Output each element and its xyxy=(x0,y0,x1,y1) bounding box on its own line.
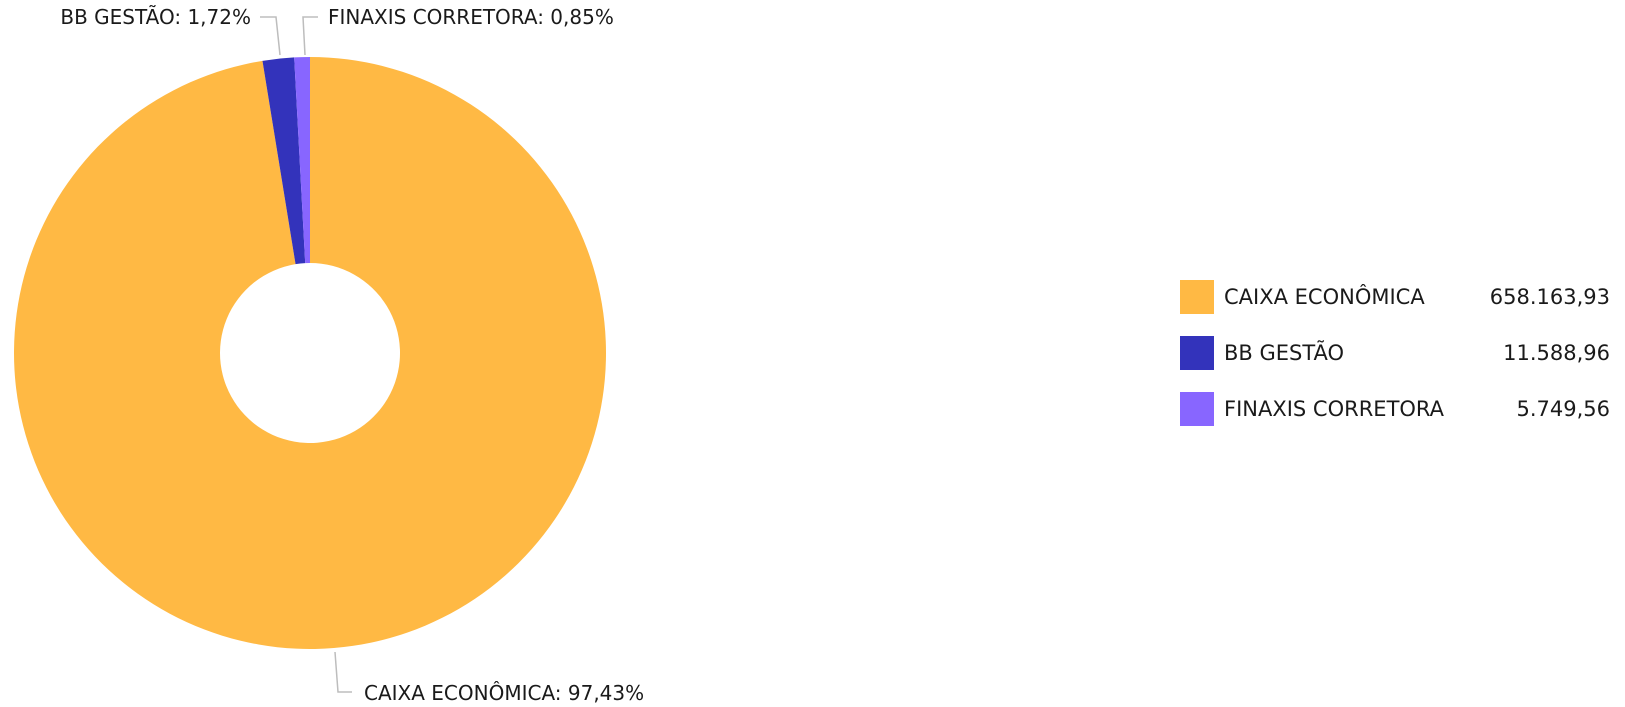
legend-swatch-caixa xyxy=(1180,280,1214,314)
callout-leaders xyxy=(260,16,352,693)
slice-label-bb: BB GESTÃO: 1,72% xyxy=(60,5,251,29)
legend-label: FINAXIS CORRETORA xyxy=(1224,397,1445,421)
callout-labels: CAIXA ECONÔMICA: 97,43% BB GESTÃO: 1,72%… xyxy=(60,5,644,705)
leader-line-caixa xyxy=(334,651,352,693)
slice-label-finaxis: FINAXIS CORRETORA: 0,85% xyxy=(328,5,614,29)
donut-slices xyxy=(13,57,606,649)
legend: CAIXA ECONÔMICA 658.163,93 BB GESTÃO 11.… xyxy=(1180,280,1610,448)
legend-value: 5.749,56 xyxy=(1516,397,1610,421)
legend-swatch-finaxis xyxy=(1180,392,1214,426)
slice-label-caixa: CAIXA ECONÔMICA: 97,43% xyxy=(364,681,644,705)
legend-value: 658.163,93 xyxy=(1489,285,1610,309)
leader-line-bb xyxy=(260,16,281,56)
slice-bb[interactable] xyxy=(262,57,306,265)
leader-line-finaxis xyxy=(302,16,318,56)
legend-item-finaxis[interactable]: FINAXIS CORRETORA 5.749,56 xyxy=(1180,392,1610,426)
legend-item-caixa[interactable]: CAIXA ECONÔMICA 658.163,93 xyxy=(1180,280,1610,314)
slice-caixa[interactable] xyxy=(13,57,606,649)
legend-item-bb[interactable]: BB GESTÃO 11.588,96 xyxy=(1180,336,1610,370)
legend-swatch-bb xyxy=(1180,336,1214,370)
legend-label: CAIXA ECONÔMICA xyxy=(1224,285,1425,309)
legend-value: 11.588,96 xyxy=(1503,341,1610,365)
slice-finaxis[interactable] xyxy=(294,57,310,264)
legend-label: BB GESTÃO xyxy=(1224,341,1345,365)
